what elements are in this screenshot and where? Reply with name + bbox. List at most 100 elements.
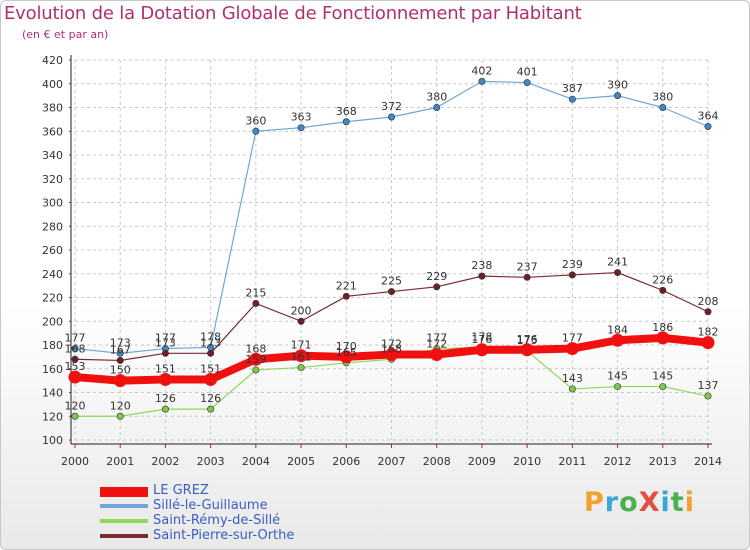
- y-tick-label: 380: [42, 102, 63, 115]
- data-label-saint-remy-de-sille: 126: [155, 392, 176, 405]
- data-point-saint-remy-de-sille: [71, 412, 79, 420]
- data-point-saint-remy-de-sille: [297, 364, 305, 372]
- data-label-saint-pierre-sur-orthe: 200: [291, 304, 312, 317]
- data-label-sille-le-guillaume: 401: [517, 66, 538, 79]
- data-point-saint-pierre-sur-orthe: [297, 317, 305, 325]
- data-point-le-grez: [158, 372, 172, 386]
- data-point-sille-le-guillaume: [523, 79, 531, 87]
- y-tick-label: 100: [42, 434, 63, 447]
- data-point-le-grez: [701, 336, 715, 350]
- data-point-le-grez: [565, 342, 579, 356]
- y-tick-label: 300: [42, 197, 63, 210]
- chart-subtitle: (en € et par an): [22, 28, 109, 41]
- data-label-saint-pierre-sur-orthe: 238: [471, 259, 492, 272]
- data-label-saint-pierre-sur-orthe: 239: [562, 258, 583, 271]
- data-point-le-grez: [520, 343, 534, 357]
- data-point-sille-le-guillaume: [342, 118, 350, 126]
- data-label-le-grez: 172: [426, 338, 447, 351]
- data-point-saint-pierre-sur-orthe: [71, 355, 79, 363]
- data-point-sille-le-guillaume: [478, 77, 486, 85]
- y-tick-label: 360: [42, 125, 63, 138]
- data-point-saint-pierre-sur-orthe: [478, 272, 486, 280]
- data-label-saint-remy-de-sille: 165: [336, 346, 357, 359]
- legend-label: Sillé-le-Guillaume: [153, 498, 268, 513]
- data-point-le-grez: [656, 331, 670, 345]
- x-tick-label: 2011: [558, 455, 586, 468]
- data-point-saint-pierre-sur-orthe: [659, 286, 667, 294]
- data-label-saint-pierre-sur-orthe: 208: [698, 295, 719, 308]
- data-label-saint-remy-de-sille: 145: [607, 370, 628, 383]
- x-tick-label: 2006: [332, 455, 360, 468]
- x-tick-label: 2000: [61, 455, 89, 468]
- x-tick-label: 2002: [151, 455, 179, 468]
- data-point-saint-remy-de-sille: [207, 405, 215, 413]
- y-tick-label: 120: [42, 410, 63, 423]
- logo-letter: r: [604, 487, 620, 518]
- data-label-sille-le-guillaume: 177: [65, 332, 86, 345]
- x-tick-label: 2012: [604, 455, 632, 468]
- data-label-sille-le-guillaume: 178: [200, 330, 221, 343]
- data-point-saint-remy-de-sille: [614, 383, 622, 391]
- data-label-sille-le-guillaume: 173: [110, 336, 131, 349]
- data-label-saint-remy-de-sille: 178: [471, 330, 492, 343]
- chart-title: Evolution de la Dotation Globale de Fonc…: [4, 3, 582, 24]
- data-label-sille-le-guillaume: 372: [381, 100, 402, 113]
- legend-label: LE GREZ: [153, 483, 209, 498]
- data-point-sille-le-guillaume: [704, 123, 712, 131]
- data-label-saint-pierre-sur-orthe: 229: [426, 270, 447, 283]
- data-point-saint-remy-de-sille: [659, 383, 667, 391]
- data-label-saint-remy-de-sille: 145: [652, 370, 673, 383]
- data-point-le-grez: [294, 349, 308, 363]
- data-point-saint-pierre-sur-orthe: [704, 308, 712, 316]
- data-label-saint-remy-de-sille: 168: [381, 342, 402, 355]
- data-label-le-grez: 171: [291, 339, 312, 352]
- data-point-saint-remy-de-sille: [116, 412, 124, 420]
- data-point-le-grez: [249, 352, 263, 366]
- data-label-saint-pierre-sur-orthe: 215: [245, 286, 266, 299]
- data-label-le-grez: 177: [562, 332, 583, 345]
- data-point-le-grez: [611, 333, 625, 347]
- data-point-saint-pierre-sur-orthe: [387, 288, 395, 296]
- data-label-saint-pierre-sur-orthe: 221: [336, 279, 357, 292]
- data-point-saint-pierre-sur-orthe: [433, 283, 441, 291]
- data-point-saint-remy-de-sille: [161, 405, 169, 413]
- data-point-saint-pierre-sur-orthe: [523, 273, 531, 281]
- data-label-saint-remy-de-sille: 143: [562, 372, 583, 385]
- x-tick-label: 2004: [242, 455, 270, 468]
- series-points: [68, 77, 715, 420]
- x-tick-label: 2014: [694, 455, 722, 468]
- logo-letter: P: [584, 487, 605, 518]
- data-point-sille-le-guillaume: [659, 104, 667, 112]
- data-point-saint-pierre-sur-orthe: [207, 349, 215, 357]
- data-label-saint-pierre-sur-orthe: 173: [200, 336, 221, 349]
- data-label-saint-pierre-sur-orthe: 237: [517, 260, 538, 273]
- proxiti-logo: ProXiti: [584, 487, 695, 518]
- tick-labels: 1001201401601802002202402602803003203403…: [42, 54, 722, 468]
- y-tick-label: 200: [42, 315, 63, 328]
- data-point-saint-pierre-sur-orthe: [614, 269, 622, 277]
- y-tick-label: 320: [42, 173, 63, 186]
- data-label-saint-pierre-sur-orthe: 225: [381, 275, 402, 288]
- legend-label: Saint-Pierre-sur-Orthe: [153, 528, 295, 543]
- legend-swatch: [100, 534, 148, 538]
- x-tick-label: 2010: [513, 455, 541, 468]
- data-point-le-grez: [430, 348, 444, 361]
- x-tick-label: 2005: [287, 455, 315, 468]
- data-label-le-grez: 151: [155, 362, 176, 375]
- data-label-sille-le-guillaume: 402: [471, 64, 492, 77]
- data-point-le-grez: [204, 372, 218, 386]
- legend-swatch: [100, 519, 148, 523]
- data-label-le-grez: 176: [471, 333, 492, 346]
- logo-letter: i: [684, 487, 695, 518]
- data-point-saint-remy-de-sille: [568, 385, 576, 393]
- logo-letter: X: [638, 487, 661, 518]
- y-tick-label: 220: [42, 292, 63, 305]
- x-tick-label: 2003: [197, 455, 225, 468]
- data-point-le-grez: [68, 370, 82, 384]
- data-label-le-grez: 184: [607, 323, 628, 336]
- data-label-sille-le-guillaume: 380: [652, 91, 673, 104]
- data-label-saint-pierre-sur-orthe: 168: [65, 342, 86, 355]
- x-tick-label: 2008: [423, 455, 451, 468]
